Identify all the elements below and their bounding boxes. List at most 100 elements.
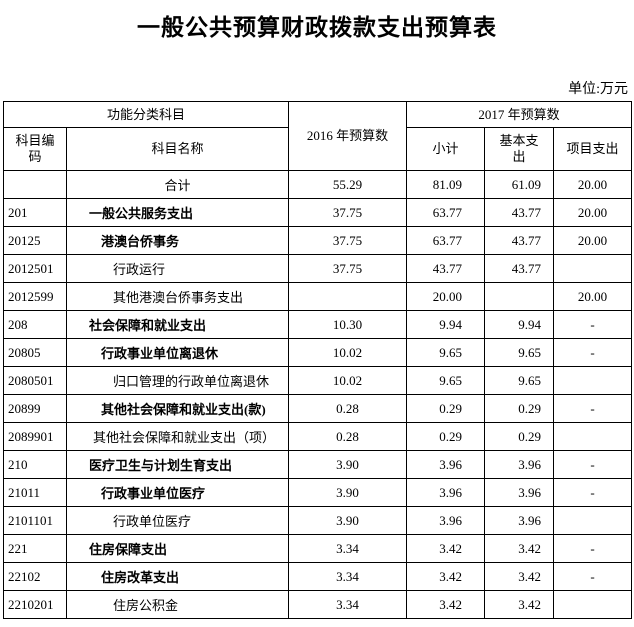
subtotal-cell: 0.29 [406,394,486,423]
basic-cell: 43.77 [484,226,555,255]
name-cell: 行政事业单位离退休 [65,338,290,367]
code-cell: 2080501 [3,366,67,395]
basic-cell: 3.42 [484,590,555,619]
basic-cell: 0.29 [484,394,555,423]
subtotal-cell: 20.00 [406,282,486,311]
y2016-cell: 3.34 [288,590,408,619]
subtotal-cell: 0.29 [406,422,486,451]
subtotal-cell: 9.65 [406,366,486,395]
subtotal-cell: 63.77 [406,226,486,255]
basic-cell: 3.96 [484,506,555,535]
name-cell: 住房公积金 [65,590,290,619]
table-row: 201 一般公共服务支出 37.75 63.77 43.77 20.00 [3,198,633,227]
name-cell: 港澳台侨事务 [65,226,290,255]
header-cell: 科目名称 [65,127,290,171]
project-cell [553,590,633,619]
subtotal-cell: 43.77 [406,254,486,283]
project-cell [553,366,633,395]
code-cell: 2089901 [3,422,67,451]
header-cell: 小计 [406,127,486,171]
subtotal-cell: 3.96 [406,478,486,507]
name-cell: 医疗卫生与计划生育支出 [65,450,290,479]
table-row: 221 住房保障支出 3.34 3.42 3.42- [3,534,633,563]
y2016-cell: 37.75 [288,198,408,227]
subtotal-cell: 3.42 [406,534,486,563]
code-cell [3,170,67,199]
code-cell: 2101101 [3,506,67,535]
y2016-cell: 37.75 [288,254,408,283]
table-row: 208 社会保障和就业支出 10.30 9.94 9.94- [3,310,633,339]
basic-cell: 3.42 [484,562,555,591]
name-cell: 住房保障支出 [65,534,290,563]
project-cell: - [553,478,633,507]
unit-label: 单位:万元 [568,82,628,97]
y2016-cell: 37.75 [288,226,408,255]
header-cell: 功能分类科目 [2,101,290,128]
budget-table: 功能分类科目 2016 年预算数 2017 年预算数 科目编码 科目名称 小计 基本支出项… [2,101,633,619]
subtotal-cell: 3.42 [406,590,486,619]
name-cell: 行政事业单位医疗 [65,478,290,507]
y2016-cell: 10.02 [288,366,408,395]
table-row: 20125 港澳台侨事务 37.75 63.77 43.77 20.00 [3,226,633,255]
table-row: 20805 行政事业单位离退休 10.02 9.65 9.65- [3,338,633,367]
project-cell [553,422,633,451]
project-cell: - [553,394,633,423]
project-cell: - [553,310,633,339]
basic-cell: 9.65 [484,366,555,395]
code-cell: 210 [3,450,67,479]
table-row: 20899 其他社会保障和就业支出(款) 0.28 0.29 0.29- [3,394,633,423]
y2016-cell: 10.30 [288,310,408,339]
table-row: 22102 住房改革支出 3.34 3.42 3.42- [3,562,633,591]
basic-cell: 43.77 [484,198,555,227]
code-cell: 20125 [3,226,67,255]
basic-cell: 61.09 [484,170,555,199]
title: 一般公共预算财政拨款支出预算表 [137,15,497,40]
basic-cell: 9.65 [484,338,555,367]
table-body: 合计 55.29 81.09 61.09 20.00 201 一般公共服务支出 37.75 63… [3,170,633,619]
basic-cell: 3.96 [484,450,555,479]
subtotal-cell: 3.96 [406,506,486,535]
name-cell: 一般公共服务支出 [65,198,290,227]
code-cell: 2012501 [3,254,67,283]
code-cell: 2210201 [3,590,67,619]
y2016-cell: 3.90 [288,506,408,535]
header-cell: 基本支出 [484,127,555,171]
subtotal-cell: 81.09 [406,170,486,199]
y2016-cell: 3.90 [288,478,408,507]
project-cell: 20.00 [553,198,633,227]
y2016-cell: 3.34 [288,534,408,563]
basic-cell: 3.42 [484,534,555,563]
subtotal-cell: 9.94 [406,310,486,339]
code-cell: 20899 [3,394,67,423]
table-row: 2012599 其他港澳台侨事务支出 20.00 20.00 [3,282,633,311]
name-cell: 归口管理的行政单位离退休 [65,366,290,395]
table-row: 2210201 住房公积金 3.34 3.42 3.42 [3,590,633,619]
subtotal-cell: 9.65 [406,338,486,367]
project-cell: 20.00 [553,170,633,199]
code-cell: 21011 [3,478,67,507]
y2016-cell: 0.28 [288,394,408,423]
basic-cell: 43.77 [484,254,555,283]
header-cell: 2017 年预算数 [406,101,633,128]
project-cell [553,506,633,535]
project-cell: - [553,450,633,479]
basic-cell: 3.96 [484,478,555,507]
name-cell: 社会保障和就业支出 [65,310,290,339]
name-cell: 行政单位医疗 [65,506,290,535]
basic-cell: 0.29 [484,422,555,451]
header-cell: 科目编码 [3,127,67,171]
subtotal-cell: 3.96 [406,450,486,479]
subtotal-cell: 3.42 [406,562,486,591]
y2016-cell: 3.34 [288,562,408,591]
table-row: 2080501 归口管理的行政单位离退休 10.02 9.65 9.65 [3,366,633,395]
project-cell [553,254,633,283]
code-cell: 2012599 [3,282,67,311]
code-cell: 221 [3,534,67,563]
table-row: 21011 行政事业单位医疗 3.90 3.96 3.96- [3,478,633,507]
name-cell: 其他港澳台侨事务支出 [65,282,290,311]
project-cell: - [553,562,633,591]
project-cell: 20.00 [553,226,633,255]
basic-cell: 9.94 [484,310,555,339]
subtotal-cell: 63.77 [406,198,486,227]
code-cell: 208 [3,310,67,339]
